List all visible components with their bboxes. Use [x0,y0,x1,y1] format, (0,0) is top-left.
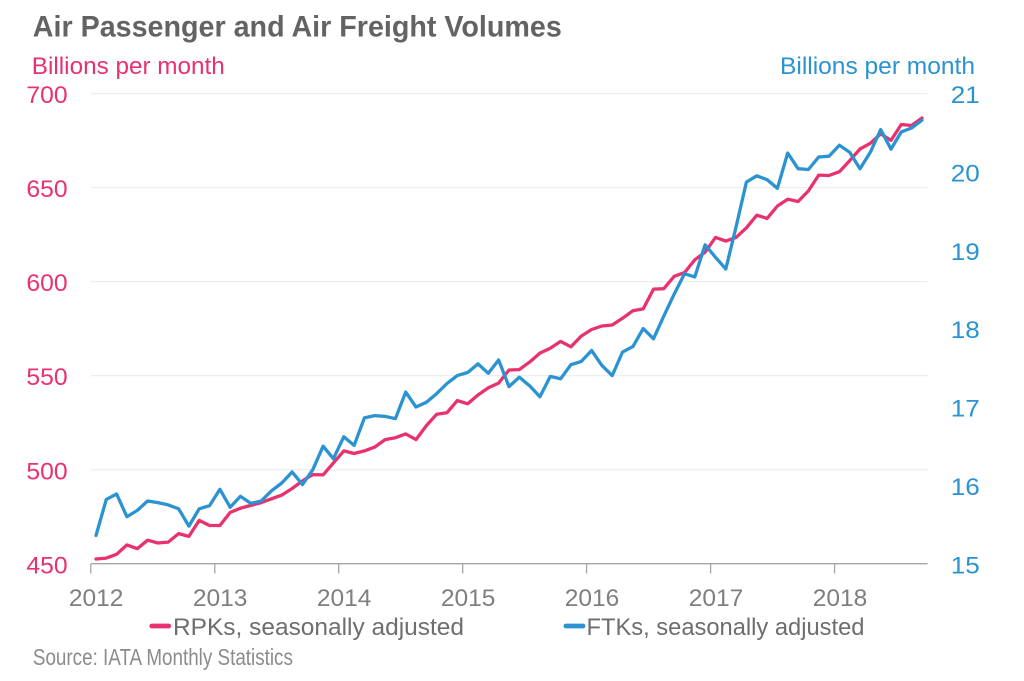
svg-text:18: 18 [951,317,980,344]
svg-text:2014: 2014 [317,585,372,612]
svg-text:17: 17 [951,396,980,423]
svg-text:Air Passenger and Air Freight: Air Passenger and Air Freight Volumes [33,11,562,44]
svg-text:Billions per month: Billions per month [780,53,975,80]
svg-text:19: 19 [951,239,980,266]
svg-text:2015: 2015 [441,585,496,612]
svg-text:15: 15 [951,552,980,579]
svg-text:16: 16 [951,474,980,501]
svg-text:RPKs, seasonally adjusted: RPKs, seasonally adjusted [173,614,464,641]
svg-text:2012: 2012 [69,585,124,612]
svg-text:450: 450 [26,552,67,579]
svg-text:2016: 2016 [565,585,620,612]
svg-text:FTKs, seasonally adjusted: FTKs, seasonally adjusted [587,614,865,641]
svg-text:2018: 2018 [813,585,868,612]
svg-text:2017: 2017 [689,585,744,612]
svg-text:600: 600 [26,270,67,297]
svg-text:20: 20 [951,161,980,188]
svg-text:Source: IATA Monthly Statistic: Source: IATA Monthly Statistics [33,644,293,670]
svg-text:700: 700 [26,82,67,109]
svg-text:500: 500 [26,458,67,485]
svg-text:2013: 2013 [193,585,248,612]
svg-text:650: 650 [26,176,67,203]
svg-text:550: 550 [26,364,67,391]
svg-text:21: 21 [951,82,980,109]
svg-text:Billions per month: Billions per month [32,53,225,80]
